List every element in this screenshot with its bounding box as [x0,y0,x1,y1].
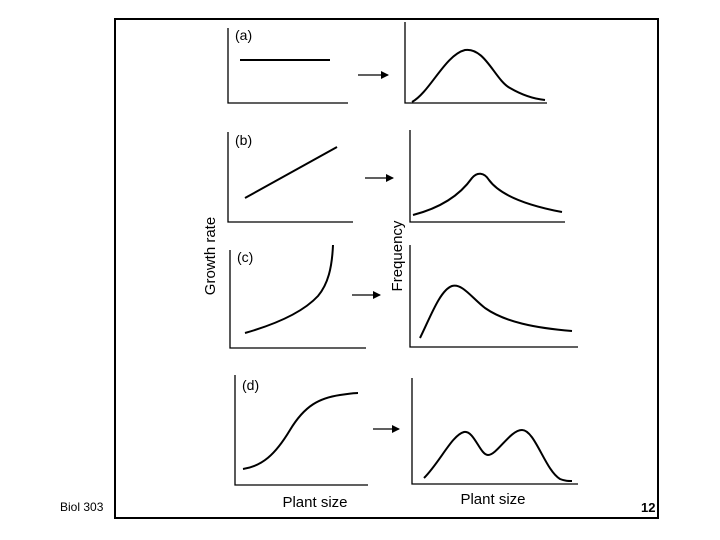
page-number: 12 [641,500,656,515]
panel-d-frequency-curve [423,428,573,482]
panel-b-frequency-axes [409,130,565,223]
panel-c-growth-curve [244,244,334,334]
panel-b-frequency-curve [412,172,563,216]
panel-c: (c) [229,244,578,349]
panel-c-frequency-curve [419,284,573,339]
plant-size-axis-title-right: Plant size [460,491,525,508]
panel-b-growth-curve [244,146,338,199]
panel-b-growth-axes [227,132,353,223]
panel-a-frequency-axes [404,22,547,104]
panel-d-growth-axes [234,375,368,486]
frequency-axis-title: Frequency [389,220,406,291]
panel-c-growth-axes [229,250,366,349]
panel-c-frequency-axes [409,245,578,348]
panel-d-label: (d) [242,377,259,393]
panel-d-frequency-axes [411,378,578,485]
panel-d-growth-curve [242,392,359,470]
course-label: Biol 303 [60,500,104,514]
panel-a-label: (a) [235,27,252,43]
growth-rate-axis-title: Growth rate [202,217,219,295]
panel-c-label: (c) [237,249,253,265]
figure-frame [114,18,659,519]
plant-size-axis-title-left: Plant size [282,494,347,511]
panel-a-frequency-curve [411,48,546,103]
panel-b-label: (b) [235,132,252,148]
panel-d: (d) [234,375,578,486]
panel-a-growth-axes [227,28,348,104]
panel-b: (b) [227,130,565,223]
panel-a: (a) [227,22,547,104]
